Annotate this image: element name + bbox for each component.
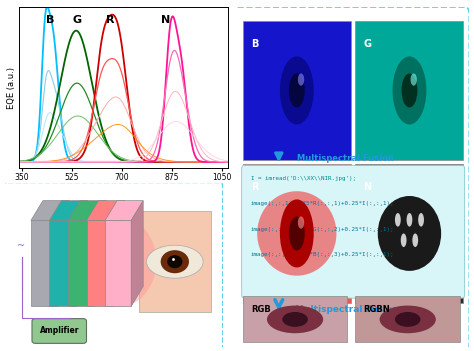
Ellipse shape <box>401 73 418 107</box>
Ellipse shape <box>161 250 189 273</box>
Ellipse shape <box>280 57 314 125</box>
Text: G: G <box>364 39 372 49</box>
Polygon shape <box>75 201 88 306</box>
Polygon shape <box>94 201 106 306</box>
Text: R: R <box>106 15 114 25</box>
Polygon shape <box>105 201 143 220</box>
Ellipse shape <box>289 73 305 107</box>
Text: B: B <box>46 15 55 25</box>
Text: Amplifier: Amplifier <box>39 326 79 336</box>
Text: ~: ~ <box>17 240 25 251</box>
FancyBboxPatch shape <box>139 211 211 312</box>
Polygon shape <box>31 220 57 306</box>
Polygon shape <box>49 201 88 220</box>
Ellipse shape <box>410 73 417 86</box>
Text: RGB: RGB <box>251 305 271 314</box>
Polygon shape <box>68 201 106 220</box>
Text: B: B <box>251 39 258 49</box>
Text: N: N <box>364 183 372 192</box>
Ellipse shape <box>280 199 314 267</box>
FancyBboxPatch shape <box>32 319 86 343</box>
X-axis label: Wavelength (nm): Wavelength (nm) <box>81 183 165 193</box>
Polygon shape <box>131 201 143 306</box>
Ellipse shape <box>167 255 182 268</box>
Ellipse shape <box>267 306 323 333</box>
Polygon shape <box>57 201 69 306</box>
Text: R: R <box>251 183 258 192</box>
Ellipse shape <box>257 191 337 276</box>
FancyBboxPatch shape <box>235 7 469 351</box>
Text: Multispectral Fusion: Multispectral Fusion <box>295 305 399 314</box>
Text: image(:,:,2)=0.75*G(:,:,2)+0.25*I(:,:,1);: image(:,:,2)=0.75*G(:,:,2)+0.25*I(:,:,1)… <box>251 227 394 232</box>
FancyBboxPatch shape <box>2 183 223 349</box>
Polygon shape <box>31 201 69 220</box>
Y-axis label: EQE (a.u.): EQE (a.u.) <box>7 67 16 109</box>
Ellipse shape <box>257 48 337 133</box>
Polygon shape <box>49 220 75 306</box>
Ellipse shape <box>395 213 401 227</box>
Text: image(:,:,1)=0.75*R(:,:,1)+0.25*I(:,:,1);: image(:,:,1)=0.75*R(:,:,1)+0.25*I(:,:,1)… <box>251 201 394 206</box>
Ellipse shape <box>418 213 424 227</box>
FancyBboxPatch shape <box>243 21 351 160</box>
Ellipse shape <box>283 312 308 327</box>
FancyBboxPatch shape <box>242 165 465 298</box>
Ellipse shape <box>298 73 304 86</box>
Ellipse shape <box>401 233 407 247</box>
Polygon shape <box>68 220 94 306</box>
FancyBboxPatch shape <box>243 164 351 303</box>
FancyBboxPatch shape <box>356 296 460 342</box>
FancyBboxPatch shape <box>243 296 347 342</box>
Polygon shape <box>86 201 125 220</box>
Ellipse shape <box>395 312 420 327</box>
Ellipse shape <box>380 306 436 333</box>
Text: Multispectral Fusion: Multispectral Fusion <box>297 154 394 163</box>
Ellipse shape <box>298 217 304 229</box>
Ellipse shape <box>146 245 203 278</box>
FancyBboxPatch shape <box>356 164 464 303</box>
Text: I = imread('D:\\XX\\NIR.jpg');: I = imread('D:\\XX\\NIR.jpg'); <box>251 176 356 180</box>
Text: G: G <box>73 15 82 25</box>
FancyBboxPatch shape <box>356 21 464 160</box>
Text: RGBN: RGBN <box>364 305 390 314</box>
Polygon shape <box>105 220 131 306</box>
Ellipse shape <box>370 48 449 133</box>
Ellipse shape <box>80 216 156 307</box>
Polygon shape <box>113 201 125 306</box>
Text: N: N <box>162 15 171 25</box>
Ellipse shape <box>289 217 305 251</box>
Ellipse shape <box>412 233 418 247</box>
Polygon shape <box>86 220 113 306</box>
Text: image(:,:,3)=0.75*B(:,:,3)+0.25*I(:,:,1);: image(:,:,3)=0.75*B(:,:,3)+0.25*I(:,:,1)… <box>251 252 394 257</box>
Ellipse shape <box>392 57 426 125</box>
Ellipse shape <box>378 196 441 271</box>
Ellipse shape <box>407 213 412 227</box>
